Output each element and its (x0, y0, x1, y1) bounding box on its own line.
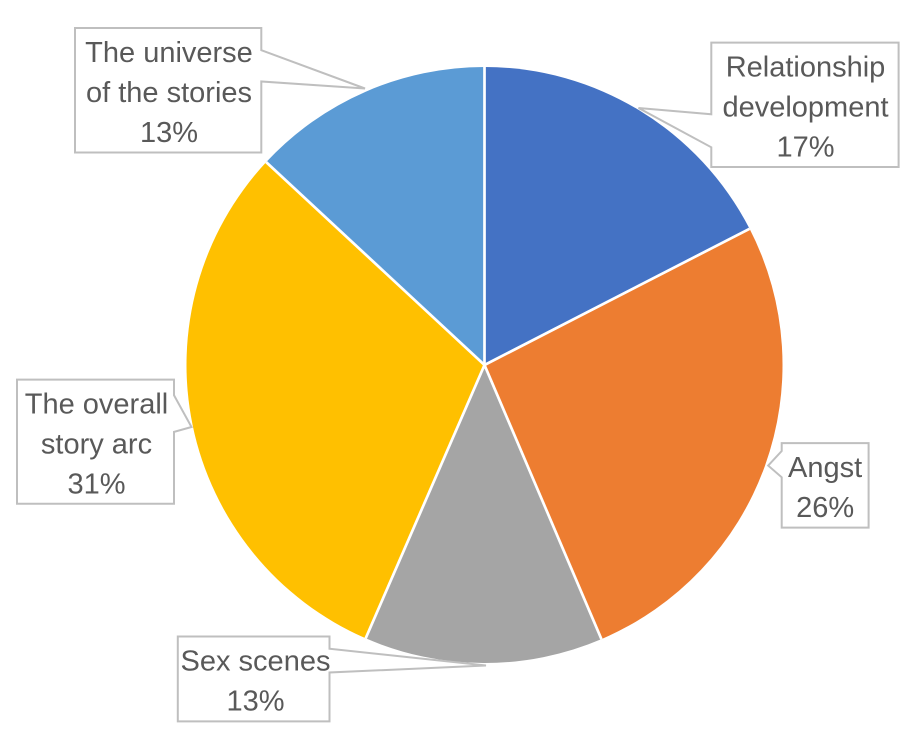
svg-text:13%: 13% (226, 686, 284, 718)
svg-text:13%: 13% (140, 117, 198, 149)
svg-text:31%: 31% (67, 469, 125, 501)
svg-text:development: development (722, 92, 888, 124)
svg-text:Angst: Angst (788, 452, 862, 484)
svg-text:The overall: The overall (25, 389, 168, 421)
svg-text:story arc: story arc (41, 429, 152, 461)
svg-text:Sex scenes: Sex scenes (181, 646, 331, 678)
svg-text:The universe: The universe (85, 37, 253, 69)
svg-text:26%: 26% (796, 492, 854, 524)
svg-text:of the stories: of the stories (86, 77, 252, 109)
svg-text:Relationship: Relationship (726, 52, 886, 84)
svg-text:17%: 17% (776, 132, 834, 164)
